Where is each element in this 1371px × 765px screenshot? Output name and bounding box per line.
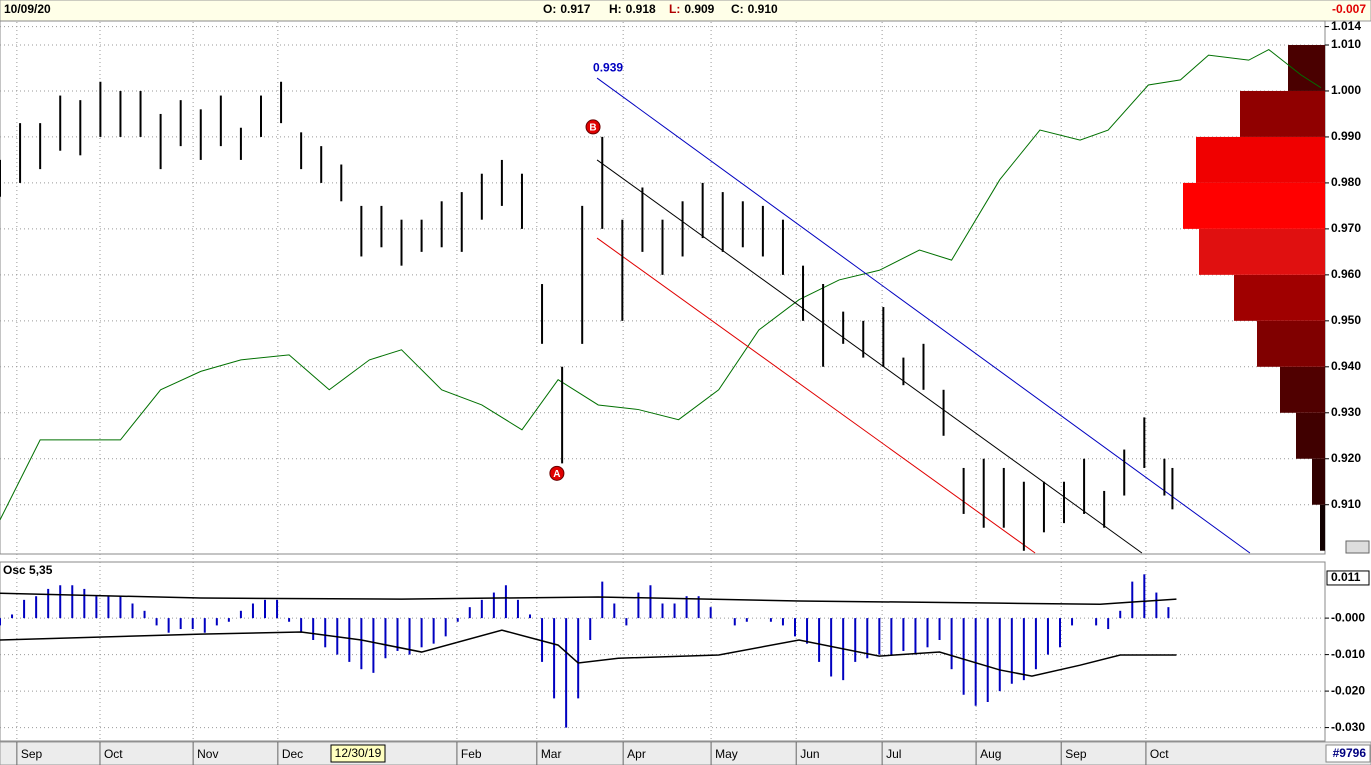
header-item-label: C:: [731, 2, 744, 16]
profile-bar: [1320, 504, 1325, 551]
header-item-value: 0.917: [560, 2, 590, 16]
header-item-value: 0.918: [626, 2, 656, 16]
profile-bar: [1183, 182, 1325, 229]
header-item: C: 0.910: [731, 2, 778, 16]
profile-bar: [1257, 320, 1325, 367]
trendline: [596, 159, 1143, 554]
trendline: [596, 237, 1036, 554]
x-tick-label: Sep: [21, 747, 43, 761]
current-value-box: [1326, 570, 1370, 586]
x-tick-label: May: [715, 747, 738, 761]
x-tick-label: Aug: [980, 747, 1001, 761]
y-tick-label: -0.010: [1331, 647, 1365, 661]
x-tick-label: Oct: [104, 747, 123, 761]
x-tick-label: Dec: [282, 747, 303, 761]
profile-bar: [1280, 366, 1325, 413]
cursor-date-box: [330, 744, 386, 763]
profile-bar: [1240, 90, 1325, 137]
y-tick-label: 0.970: [1331, 221, 1361, 235]
y-tick-label: 0.950: [1331, 313, 1361, 327]
y-tick-label: 0.980: [1331, 175, 1361, 189]
y-tick-label: 0.990: [1331, 129, 1361, 143]
y-tick-label: -0.020: [1331, 683, 1365, 697]
header-item-label: H:: [609, 2, 622, 16]
osc-title: Osc 5,35: [3, 563, 53, 577]
x-tick-label: Oct: [1150, 747, 1169, 761]
marker: [585, 119, 601, 135]
y-tick-label: 1.010: [1331, 37, 1361, 51]
y-tick-label: 0.930: [1331, 405, 1361, 419]
header-item-value: 0.910: [748, 2, 778, 16]
x-tick-label: Jun: [800, 747, 819, 761]
osc-line: [0, 629, 1177, 677]
y-tick-label: -0.030: [1331, 720, 1365, 734]
x-tick-label: Feb: [461, 747, 482, 761]
trendline: [596, 77, 1251, 554]
profile-bar: [1288, 44, 1325, 91]
profile-bar: [1296, 412, 1325, 459]
y-tick-label: 0.910: [1331, 497, 1361, 511]
profile-bar: [1196, 136, 1325, 183]
current-value-label: 0.011: [1331, 570, 1361, 584]
cursor-date: 12/30/19: [335, 746, 382, 760]
profile-bar: [1199, 228, 1325, 275]
header-item: O: 0.917: [543, 2, 591, 16]
scale-button[interactable]: [1345, 540, 1370, 554]
x-tick-label: Mar: [541, 747, 562, 761]
y-tick-label: 1.014: [1331, 19, 1361, 33]
x-tick-label: Jul: [886, 747, 901, 761]
marker-label: A: [553, 469, 560, 480]
profile-bar: [1312, 458, 1325, 505]
bar-count: #9796: [1333, 746, 1367, 760]
y-tick-label: 0.940: [1331, 359, 1361, 373]
osc-pane: [0, 561, 1326, 742]
marker: [549, 465, 565, 481]
x-tick-label: Apr: [627, 747, 646, 761]
trendline-label: 0.939: [593, 60, 623, 74]
y-tick-label: 1.000: [1331, 83, 1361, 97]
header-item: L: 0.909: [669, 2, 715, 16]
relative-line: [0, 48, 1322, 521]
x-tick-label: Nov: [197, 747, 218, 761]
header-date: 10/09/20: [4, 2, 51, 16]
marker-label: B: [589, 123, 596, 134]
header-change: -0.007: [1332, 2, 1366, 16]
header-item-label: L:: [669, 2, 680, 16]
profile-bar: [1234, 274, 1325, 321]
header-item-label: O:: [543, 2, 556, 16]
y-tick-label: -0.000: [1331, 610, 1365, 624]
header-item: H: 0.918: [609, 2, 656, 16]
header-item-value: 0.909: [684, 2, 714, 16]
osc-line: [0, 592, 1177, 605]
x-tick-label: Sep: [1065, 747, 1087, 761]
y-tick-label: 0.960: [1331, 267, 1361, 281]
count-box: [1325, 744, 1371, 763]
y-tick-label: 0.920: [1331, 451, 1361, 465]
price-pane: [0, 20, 1326, 555]
